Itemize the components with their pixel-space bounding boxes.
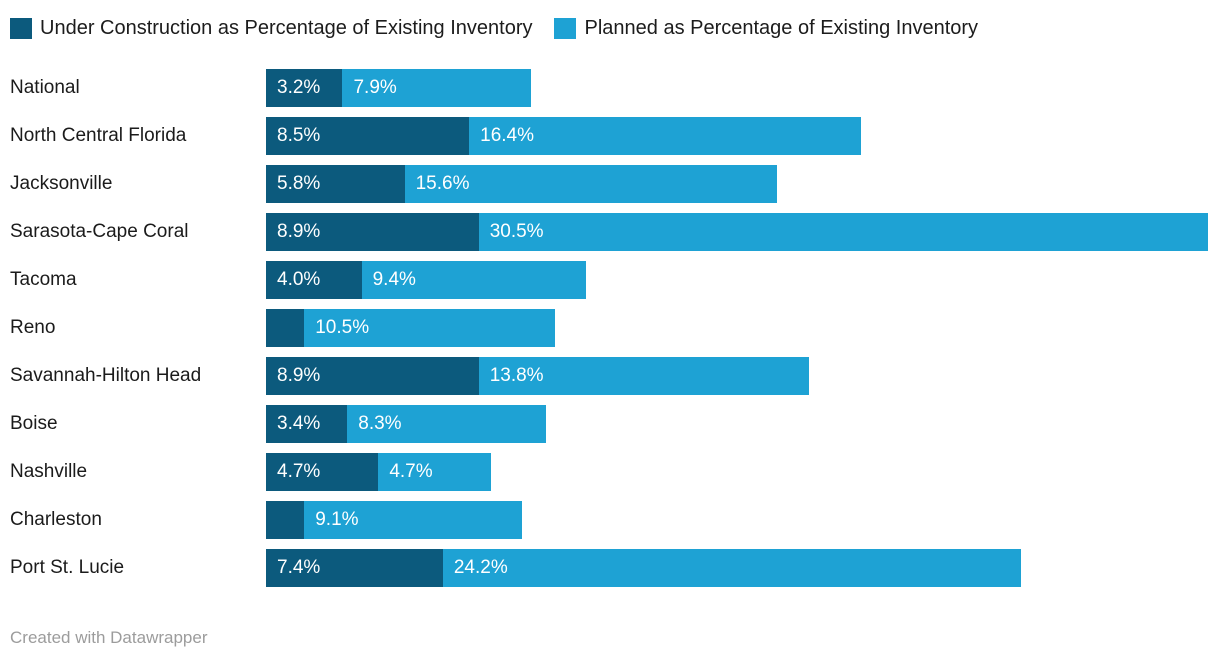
bar-row: Sarasota-Cape Coral 8.9% 30.5% [0, 213, 1220, 251]
planned-bar-segment: 24.2% [442, 549, 1022, 587]
stacked-bar: 3.2% 7.9% [266, 69, 532, 107]
bar-row: Nashville 4.7% 4.7% [0, 453, 1220, 491]
under-construction-bar-segment: 3.4% [266, 405, 348, 443]
legend-item-planned: Planned as Percentage of Existing Invent… [554, 15, 978, 41]
under-construction-bar-segment [266, 501, 305, 539]
under-construction-bar-segment: 8.5% [266, 117, 470, 155]
under-construction-bar-segment [266, 309, 305, 347]
category-label: National [10, 77, 80, 98]
category-label: Charleston [10, 509, 102, 530]
under-construction-bar-segment: 4.7% [266, 453, 379, 491]
planned-bar-segment: 9.4% [361, 261, 587, 299]
planned-bar-segment: 15.6% [404, 165, 778, 203]
datawrapper-credit-link[interactable]: Created with Datawrapper [10, 628, 208, 647]
stacked-bar: 4.7% 4.7% [266, 453, 491, 491]
stacked-bar: 8.5% 16.4% [266, 117, 862, 155]
bar-row: Port St. Lucie 7.4% 24.2% [0, 549, 1220, 587]
planned-bar-segment: 16.4% [469, 117, 862, 155]
stacked-bar: 3.4% 8.3% [266, 405, 546, 443]
legend: Under Construction as Percentage of Exis… [10, 15, 978, 41]
bar-row: Charleston 9.1% [0, 501, 1220, 539]
bar-row: National 3.2% 7.9% [0, 69, 1220, 107]
stacked-bar: 10.5% [266, 309, 556, 347]
stacked-bar: 5.8% 15.6% [266, 165, 778, 203]
category-label: Jacksonville [10, 173, 113, 194]
bar-row: Jacksonville 5.8% 15.6% [0, 165, 1220, 203]
under-construction-bar-segment: 5.8% [266, 165, 405, 203]
bar-row: Tacoma 4.0% 9.4% [0, 261, 1220, 299]
planned-bar-segment: 30.5% [478, 213, 1208, 251]
bar-row: Boise 3.4% 8.3% [0, 405, 1220, 443]
planned-bar-segment: 7.9% [342, 69, 532, 107]
legend-label-under-construction: Under Construction as Percentage of Exis… [40, 16, 533, 39]
under-construction-bar-segment: 3.2% [266, 69, 343, 107]
under-construction-bar-segment: 8.9% [266, 213, 479, 251]
planned-bar-segment: 10.5% [304, 309, 556, 347]
planned-bar-segment: 9.1% [304, 501, 522, 539]
legend-item-under-construction: Under Construction as Percentage of Exis… [10, 15, 532, 41]
category-label: Port St. Lucie [10, 557, 125, 578]
bar-row: Savannah-Hilton Head 8.9% 13.8% [0, 357, 1220, 395]
category-label: Nashville [10, 461, 88, 482]
planned-bar-segment: 4.7% [378, 453, 491, 491]
planned-bar-segment: 8.3% [347, 405, 546, 443]
bar-rows: National 3.2% 7.9% North Central Florida 8.5… [0, 69, 1220, 597]
under-construction-bar-segment: 8.9% [266, 357, 479, 395]
legend-swatch-under-construction-icon [10, 17, 32, 39]
under-construction-bar-segment: 4.0% [266, 261, 362, 299]
category-label: Sarasota-Cape Coral [10, 221, 189, 242]
bar-row: North Central Florida 8.5% 16.4% [0, 117, 1220, 155]
stacked-bar: 4.0% 9.4% [266, 261, 587, 299]
stacked-bar: 8.9% 13.8% [266, 357, 809, 395]
stacked-bar: 8.9% 30.5% [266, 213, 1208, 251]
bar-row: Reno 10.5% [0, 309, 1220, 347]
category-label: North Central Florida [10, 125, 187, 146]
planned-bar-segment: 13.8% [478, 357, 809, 395]
category-label: Tacoma [10, 269, 77, 290]
legend-label-planned: Planned as Percentage of Existing Invent… [584, 16, 979, 39]
stacked-bar: 7.4% 24.2% [266, 549, 1022, 587]
under-construction-bar-segment: 7.4% [266, 549, 443, 587]
category-label: Reno [10, 317, 56, 338]
stacked-bar: 9.1% [266, 501, 522, 539]
category-label: Savannah-Hilton Head [10, 365, 202, 386]
legend-swatch-planned-icon [554, 17, 577, 39]
category-label: Boise [10, 413, 58, 434]
